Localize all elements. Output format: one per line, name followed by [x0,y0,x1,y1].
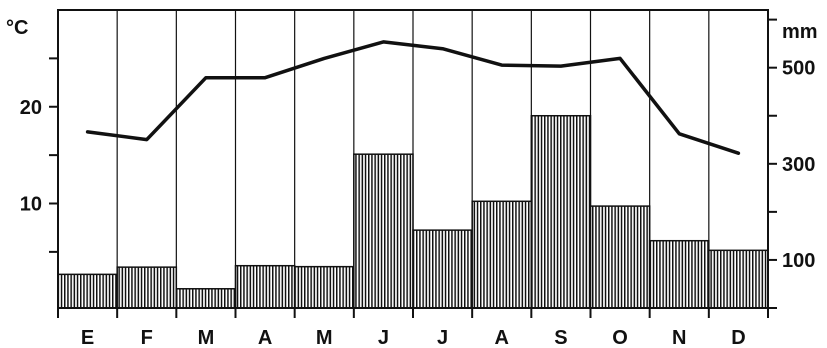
bar-6 [353,153,414,309]
bar-8 [471,200,533,309]
bar-9 [530,114,592,309]
x-label-1: E [81,327,94,348]
temperature-line [85,40,741,155]
left-tick-label: 20 [20,97,42,119]
x-label-10: O [612,327,628,348]
x-label-8: A [495,327,509,348]
right-axis-unit: mm [782,21,818,43]
bar-5 [293,265,355,309]
bar-10 [589,205,651,309]
bar-1 [57,273,118,309]
x-label-6: J [378,327,389,348]
bar-3 [175,288,237,309]
left-axis-ticks: 10 20 [20,57,58,253]
x-label-7: J [437,327,448,348]
right-tick-label: 500 [782,58,815,80]
bar-12 [708,249,769,309]
right-tick-label: 300 [782,154,815,176]
x-label-5: M [316,327,333,348]
bar-4 [234,264,296,309]
x-label-9: S [554,327,567,348]
x-label-3: M [198,327,215,348]
x-label-4: A [258,327,272,348]
left-tick-label: 10 [20,194,42,216]
left-axis-unit: °C [6,17,28,39]
right-tick-label: 100 [782,250,815,272]
bar-2 [116,266,178,309]
bar-11 [648,239,710,309]
bar-7 [412,229,473,309]
x-label-11: N [672,327,686,348]
month-dividers [116,10,710,308]
right-axis-ticks: 100 300 500 [768,18,815,309]
x-label-2: F [141,327,153,348]
x-label-12: D [731,327,745,348]
x-axis-ticks [57,308,769,318]
